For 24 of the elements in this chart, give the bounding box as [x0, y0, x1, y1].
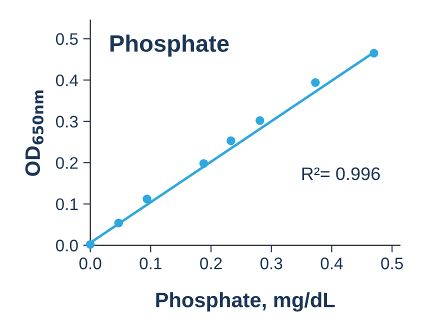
point	[114, 218, 124, 228]
y-tick-label: 0.4	[56, 74, 78, 86]
x-tick-label: 0.1	[140, 258, 162, 270]
y-tick-label: 0.2	[56, 157, 78, 169]
point	[142, 194, 152, 204]
point	[256, 116, 264, 125]
y-tick-label: 0.0	[56, 240, 78, 252]
x-tick-label: 0.5	[381, 258, 403, 270]
annotation: R²= 0.996	[302, 167, 380, 180]
text: Phosphate	[110, 34, 229, 57]
x-tick-label: 0.0	[79, 258, 102, 270]
x-tick-label: 0.4	[320, 258, 343, 270]
point	[370, 48, 378, 58]
point	[199, 159, 208, 168]
x-axis-title: Phosphate, mg/dL	[156, 292, 335, 312]
point	[86, 240, 95, 249]
y-tick-label: 0.5	[56, 33, 78, 45]
x-tick-label: 0.3	[260, 258, 282, 270]
y-tick-label: 0.3	[56, 116, 78, 128]
point	[226, 136, 236, 146]
y-axis-title: OD$_{650nm}$	[25, 90, 44, 176]
x-tick-label: 0.2	[200, 258, 222, 270]
y-tick-label: 0.1	[56, 198, 78, 210]
point	[311, 78, 320, 87]
